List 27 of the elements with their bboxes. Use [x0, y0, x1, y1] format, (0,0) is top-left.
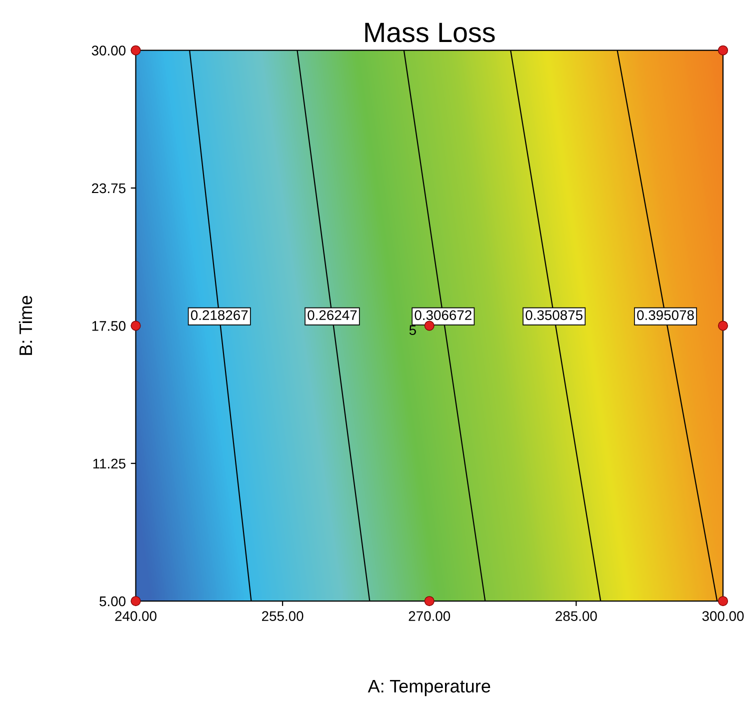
point — [130, 45, 141, 56]
x-tick-label: 270.00 — [408, 611, 450, 622]
y-tick-label: 23.75 — [92, 183, 126, 194]
annotation: 5 — [409, 325, 416, 335]
series-label: 0.218267 — [190, 310, 248, 320]
chart-title: Mass Loss — [365, 22, 495, 42]
x-tick-label: 300.00 — [702, 611, 744, 622]
series-label: 0.26247 — [308, 310, 357, 320]
y-tick-label: 17.50 — [92, 321, 126, 331]
series-label: 0.306672 — [414, 310, 472, 320]
point — [718, 596, 728, 606]
point — [718, 320, 728, 331]
point — [718, 45, 728, 56]
point — [130, 596, 141, 606]
x-tick-label: 285.00 — [556, 611, 597, 622]
y-tick-label: 30.00 — [92, 46, 126, 56]
y-axis-title: B: Time — [18, 296, 32, 355]
series-label: 0.395078 — [637, 310, 694, 320]
point — [424, 320, 434, 331]
x-tick-label: 240.00 — [115, 611, 156, 622]
y-tick-label: 11.25 — [93, 458, 126, 469]
series-label: 0.350875 — [526, 310, 582, 320]
point — [424, 596, 434, 606]
x-tick-label: 255.00 — [262, 611, 304, 622]
point — [130, 320, 141, 331]
y-tick-label: 5.00 — [100, 596, 126, 606]
x-axis-title: A: Temperature — [368, 680, 490, 696]
